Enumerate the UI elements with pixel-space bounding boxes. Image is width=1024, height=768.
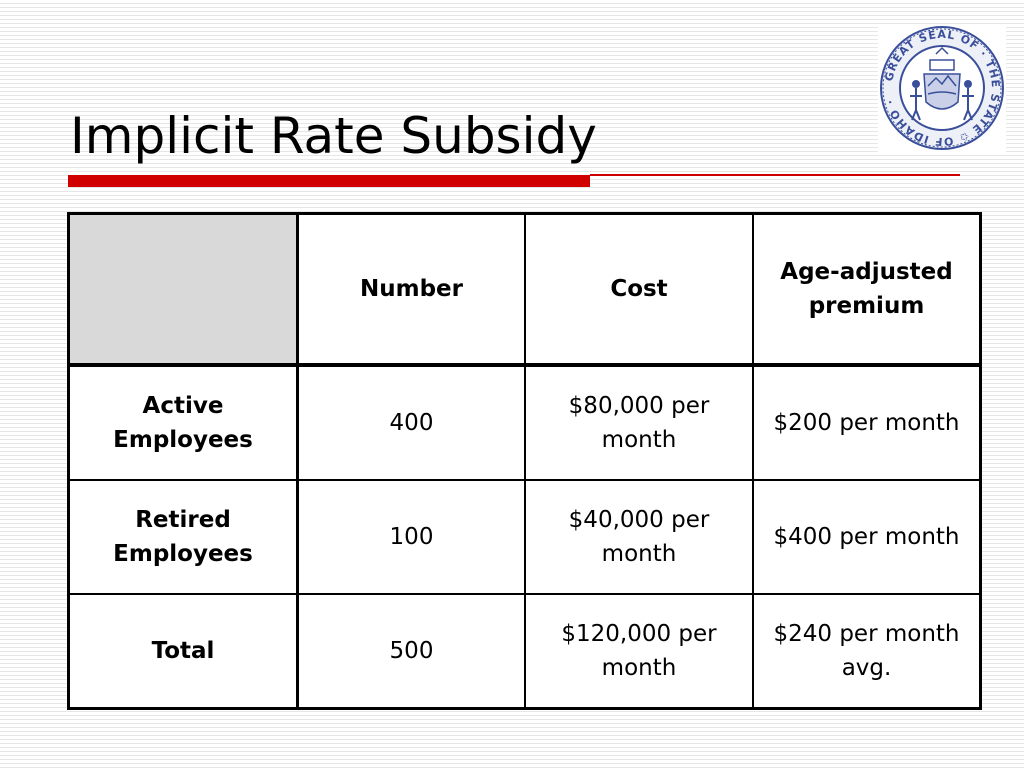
great-seal-of-idaho-icon: GREAT SEAL OF · THE STATE ✩ OF IDAHO · (878, 24, 1006, 152)
cell-cost: $120,000 per month (524, 593, 754, 710)
cell-number: 500 (296, 593, 526, 710)
table-row: Retired Employees 100 $40,000 per month … (67, 479, 982, 595)
title-underline-thin (590, 174, 960, 176)
title-underline-thick (68, 175, 590, 187)
header-cost: Cost (524, 212, 754, 367)
cell-number: 400 (296, 364, 526, 481)
header-number: Number (296, 212, 526, 367)
row-label: Total (67, 593, 299, 710)
table-row: Active Employees 400 $80,000 per month $… (67, 364, 982, 481)
header-age-adjusted-premium: Age-adjusted premium (752, 212, 982, 367)
table-row: Total 500 $120,000 per month $240 per mo… (67, 593, 982, 710)
cell-cost: $40,000 per month (524, 479, 754, 595)
row-label: Retired Employees (67, 479, 299, 595)
table-header-row: Number Cost Age-adjusted premium (67, 212, 982, 367)
cell-number: 100 (296, 479, 526, 595)
slide-title: Implicit Rate Subsidy (70, 107, 597, 165)
cell-premium: $400 per month (752, 479, 982, 595)
row-label: Active Employees (67, 364, 299, 481)
cell-cost: $80,000 per month (524, 364, 754, 481)
header-corner-cell (67, 212, 299, 367)
subsidy-table: Number Cost Age-adjusted premium Active … (67, 212, 982, 710)
cell-premium: $240 per month avg. (752, 593, 982, 710)
cell-premium: $200 per month (752, 364, 982, 481)
